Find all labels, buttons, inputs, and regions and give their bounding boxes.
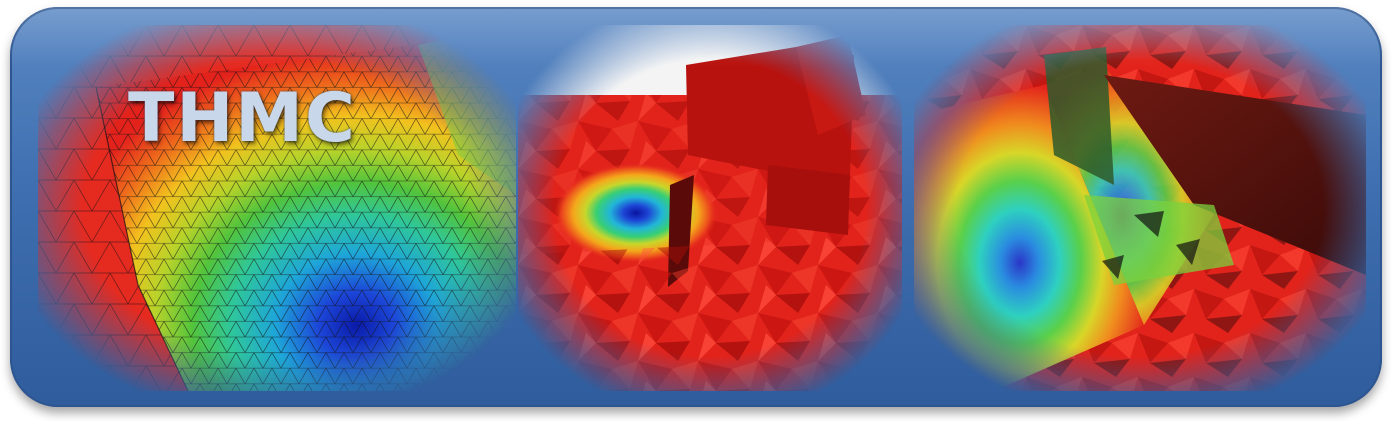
fracture-plane-contour-image [518,25,902,391]
thmc-banner: THMC [10,7,1382,407]
mesh-colormap-closeup-svg [38,25,516,391]
fracture-plane-contour-svg [518,25,902,391]
mesh-colormap-closeup-image [38,25,516,391]
fractured-domain-gradient-svg [914,25,1366,391]
thmc-title: THMC [128,79,357,158]
fractured-domain-gradient-image [914,25,1366,391]
